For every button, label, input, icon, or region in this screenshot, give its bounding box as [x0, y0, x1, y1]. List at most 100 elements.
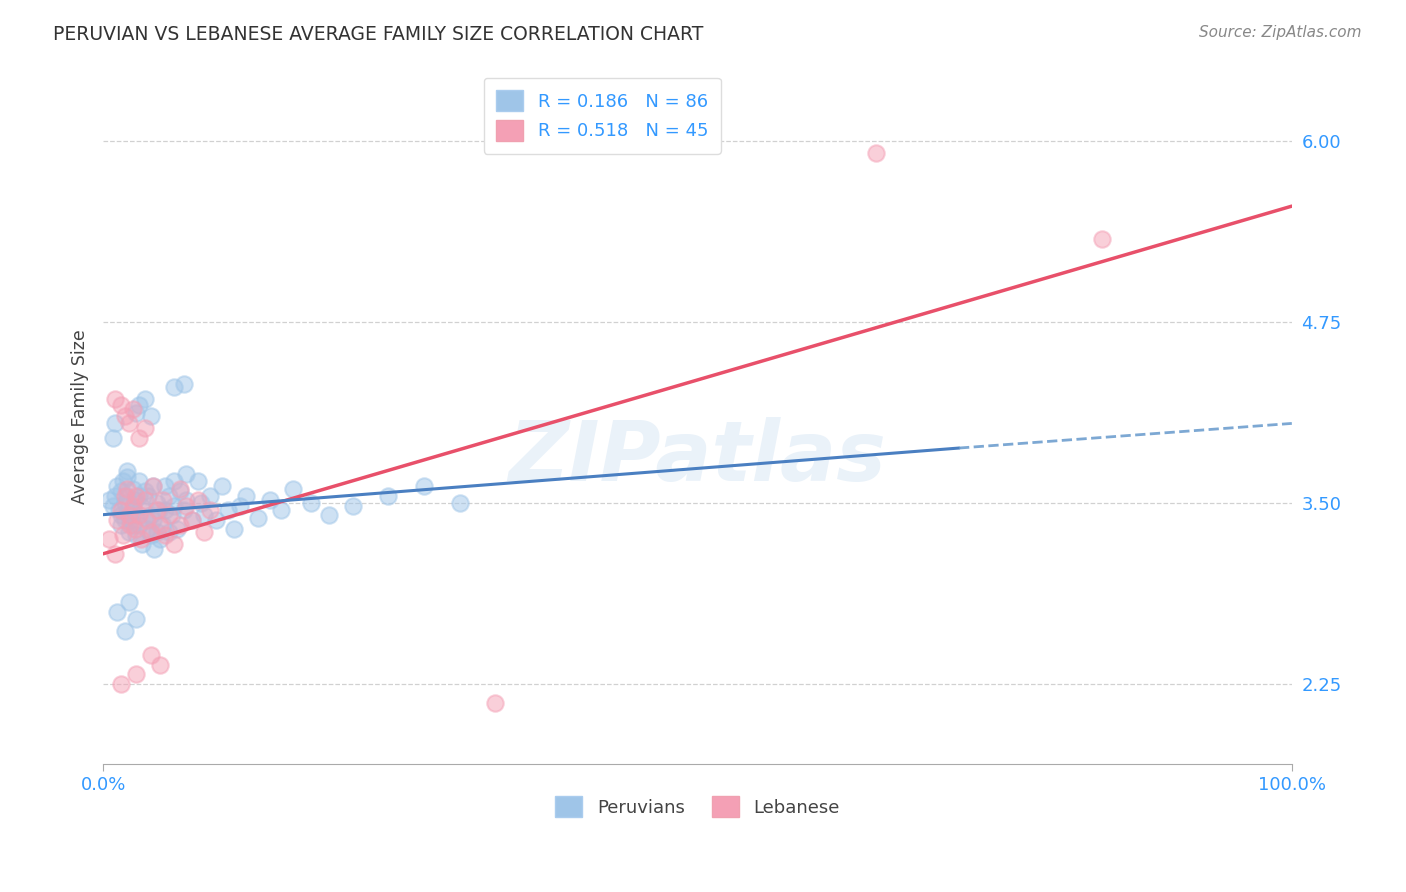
Point — [176, 467, 198, 482]
Point — [173, 503, 195, 517]
Point — [149, 658, 172, 673]
Point — [143, 542, 166, 557]
Point — [107, 503, 129, 517]
Point — [125, 528, 148, 542]
Point — [110, 484, 132, 499]
Point — [114, 513, 136, 527]
Point — [104, 547, 127, 561]
Point — [181, 513, 204, 527]
Point — [205, 513, 228, 527]
Point — [142, 479, 165, 493]
Point — [413, 479, 436, 493]
Point — [125, 406, 148, 420]
Point — [112, 528, 135, 542]
Point — [110, 508, 132, 522]
Point — [134, 421, 156, 435]
Point — [139, 409, 162, 424]
Point — [449, 496, 471, 510]
Point — [181, 513, 204, 527]
Point — [198, 489, 221, 503]
Text: PERUVIAN VS LEBANESE AVERAGE FAMILY SIZE CORRELATION CHART: PERUVIAN VS LEBANESE AVERAGE FAMILY SIZE… — [53, 25, 704, 44]
Point — [193, 508, 215, 522]
Point — [217, 503, 239, 517]
Legend: Peruvians, Lebanese: Peruvians, Lebanese — [548, 789, 846, 824]
Point — [118, 508, 141, 522]
Point — [114, 409, 136, 424]
Point — [104, 392, 127, 406]
Point — [187, 493, 209, 508]
Point — [222, 522, 245, 536]
Point — [98, 533, 121, 547]
Point — [101, 499, 124, 513]
Point — [145, 503, 167, 517]
Point — [145, 496, 167, 510]
Y-axis label: Average Family Size: Average Family Size — [72, 329, 89, 504]
Point — [166, 522, 188, 536]
Point — [176, 499, 198, 513]
Point — [157, 508, 180, 522]
Point — [136, 489, 159, 503]
Point — [176, 493, 198, 508]
Point — [125, 508, 148, 522]
Point — [115, 489, 138, 503]
Point — [139, 524, 162, 539]
Point — [134, 392, 156, 406]
Point — [342, 499, 364, 513]
Point — [149, 517, 172, 532]
Point — [104, 489, 127, 503]
Point — [124, 493, 146, 508]
Point — [163, 380, 186, 394]
Point — [114, 496, 136, 510]
Point — [120, 517, 142, 532]
Point — [118, 499, 141, 513]
Point — [157, 524, 180, 539]
Text: Source: ZipAtlas.com: Source: ZipAtlas.com — [1198, 25, 1361, 40]
Point — [110, 398, 132, 412]
Point — [129, 499, 152, 513]
Point — [128, 517, 150, 532]
Point — [139, 528, 162, 542]
Point — [120, 513, 142, 527]
Point — [105, 605, 128, 619]
Text: ZIPatlas: ZIPatlas — [509, 417, 886, 499]
Point — [865, 145, 887, 160]
Point — [190, 496, 212, 510]
Point — [187, 475, 209, 489]
Point — [121, 503, 143, 517]
Point — [157, 489, 180, 503]
Point — [169, 484, 191, 499]
Point — [110, 517, 132, 532]
Point — [114, 489, 136, 503]
Point — [153, 503, 176, 517]
Point — [193, 524, 215, 539]
Point — [134, 484, 156, 499]
Point — [118, 417, 141, 431]
Point — [128, 431, 150, 445]
Point — [299, 496, 322, 510]
Point — [125, 489, 148, 503]
Point — [318, 508, 340, 522]
Point — [229, 499, 252, 513]
Point — [121, 482, 143, 496]
Point — [110, 503, 132, 517]
Point — [1091, 232, 1114, 246]
Point — [125, 612, 148, 626]
Point — [136, 513, 159, 527]
Point — [115, 464, 138, 478]
Point — [153, 479, 176, 493]
Point — [211, 479, 233, 493]
Point — [152, 493, 174, 508]
Point — [128, 475, 150, 489]
Point — [131, 536, 153, 550]
Point — [104, 417, 127, 431]
Point — [145, 524, 167, 539]
Point — [377, 489, 399, 503]
Point — [149, 533, 172, 547]
Point — [118, 594, 141, 608]
Point — [283, 482, 305, 496]
Point — [169, 482, 191, 496]
Point — [110, 677, 132, 691]
Point — [105, 479, 128, 493]
Point — [101, 431, 124, 445]
Point — [484, 696, 506, 710]
